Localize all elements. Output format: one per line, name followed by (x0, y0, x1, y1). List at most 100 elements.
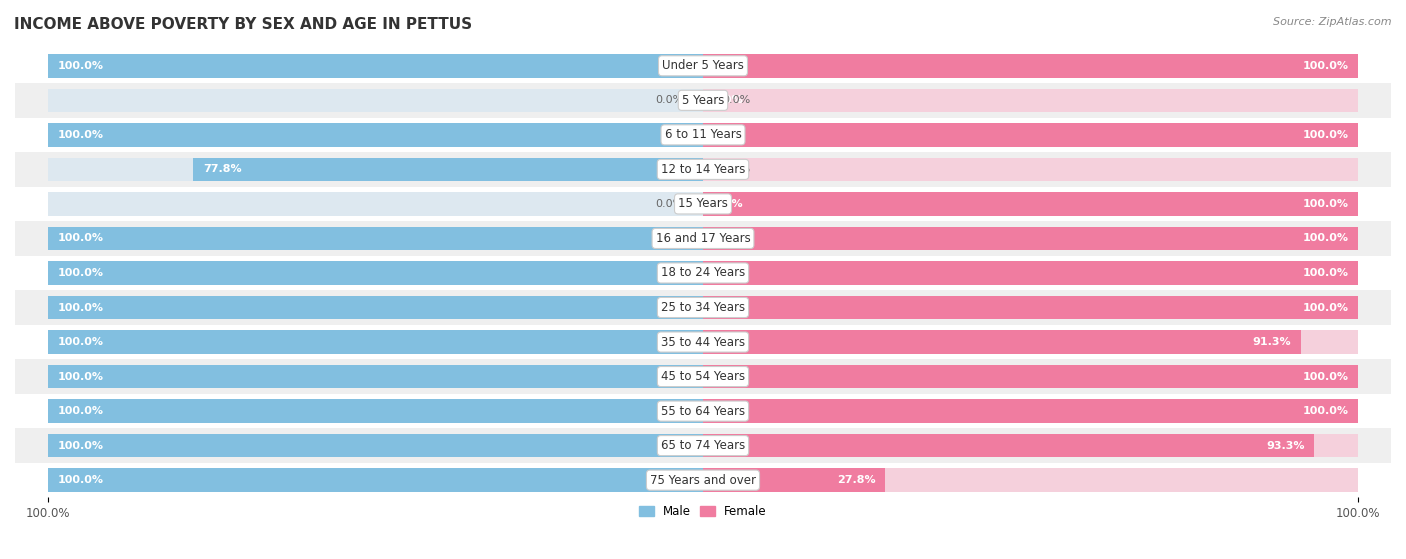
Bar (703, 261, 1358, 285)
Bar (703, 468, 886, 492)
Text: 100.0%: 100.0% (58, 337, 104, 347)
Bar (48, 330, 703, 354)
Legend: Male, Female: Male, Female (634, 500, 772, 523)
Bar (48, 227, 703, 250)
Text: Source: ZipAtlas.com: Source: ZipAtlas.com (1274, 17, 1392, 27)
Bar (48, 123, 703, 146)
Bar (703, 227, 1358, 250)
Text: 77.8%: 77.8% (202, 164, 242, 174)
Bar (703, 399, 1358, 423)
Text: 91.3%: 91.3% (1253, 337, 1291, 347)
Bar (48, 468, 703, 492)
Bar (703, 296, 1358, 319)
Bar (703, 54, 1358, 78)
Bar (703, 123, 1358, 146)
Bar (703, 123, 1358, 146)
Bar (48, 261, 703, 285)
Text: 100.0%: 100.0% (1302, 372, 1348, 382)
Bar (15, 187, 1391, 221)
Text: Under 5 Years: Under 5 Years (662, 59, 744, 72)
Bar (48, 54, 703, 78)
Text: 75 Years and over: 75 Years and over (650, 473, 756, 487)
Text: 18 to 24 Years: 18 to 24 Years (661, 267, 745, 280)
Bar (703, 192, 1358, 216)
Bar (48, 434, 703, 457)
Bar (48, 399, 703, 423)
Bar (703, 192, 1358, 216)
Bar (193, 158, 703, 181)
Text: 100.0%: 100.0% (1302, 268, 1348, 278)
Bar (15, 463, 1391, 498)
Bar (703, 434, 1315, 457)
Text: 100.0%: 100.0% (58, 440, 104, 451)
Bar (703, 399, 1358, 423)
Text: 100.0%: 100.0% (1302, 130, 1348, 140)
Text: 16 and 17 Years: 16 and 17 Years (655, 232, 751, 245)
Text: 0.0%: 0.0% (723, 96, 751, 105)
Text: 100.0%: 100.0% (1302, 61, 1348, 71)
Text: 100.0%: 100.0% (1302, 234, 1348, 244)
Text: 15 Years: 15 Years (678, 197, 728, 210)
Text: 6 to 11 Years: 6 to 11 Years (665, 129, 741, 141)
Text: 0.0%: 0.0% (655, 199, 683, 209)
Text: 100.0%: 100.0% (58, 130, 104, 140)
Text: 100.0%: 100.0% (58, 302, 104, 312)
Bar (703, 365, 1358, 389)
Bar (703, 54, 1358, 78)
Bar (48, 296, 703, 319)
Text: 0.0%: 0.0% (713, 96, 744, 105)
Text: 100.0%: 100.0% (1302, 199, 1348, 209)
Bar (48, 227, 703, 250)
Bar (703, 330, 1358, 354)
Text: 27.8%: 27.8% (837, 475, 876, 485)
Text: 100.0%: 100.0% (58, 234, 104, 244)
Bar (15, 394, 1391, 428)
Bar (48, 330, 703, 354)
Bar (48, 296, 703, 319)
Text: 35 to 44 Years: 35 to 44 Years (661, 335, 745, 348)
Bar (15, 117, 1391, 152)
Text: 0.0%: 0.0% (713, 199, 744, 209)
Text: 93.3%: 93.3% (1265, 440, 1305, 451)
Bar (15, 221, 1391, 255)
Bar (48, 88, 703, 112)
Bar (48, 123, 703, 146)
Text: 5 Years: 5 Years (682, 94, 724, 107)
Bar (703, 468, 1358, 492)
Bar (15, 290, 1391, 325)
Bar (703, 158, 1358, 181)
Bar (48, 192, 703, 216)
Bar (15, 49, 1391, 83)
Text: 100.0%: 100.0% (58, 268, 104, 278)
Text: 100.0%: 100.0% (1302, 406, 1348, 416)
Text: 100.0%: 100.0% (58, 475, 104, 485)
Text: 45 to 54 Years: 45 to 54 Years (661, 370, 745, 383)
Bar (48, 434, 703, 457)
Bar (48, 54, 703, 78)
Text: 100.0%: 100.0% (58, 372, 104, 382)
Bar (48, 468, 703, 492)
Bar (15, 359, 1391, 394)
Bar (48, 399, 703, 423)
Text: 0.0%: 0.0% (655, 96, 683, 105)
Bar (703, 261, 1358, 285)
Bar (48, 261, 703, 285)
Bar (15, 83, 1391, 117)
Text: 0.0%: 0.0% (723, 164, 751, 174)
Text: 100.0%: 100.0% (58, 406, 104, 416)
Bar (48, 365, 703, 389)
Bar (703, 365, 1358, 389)
Bar (48, 365, 703, 389)
Bar (15, 428, 1391, 463)
Text: 55 to 64 Years: 55 to 64 Years (661, 405, 745, 418)
Bar (703, 296, 1358, 319)
Bar (703, 434, 1358, 457)
Bar (15, 325, 1391, 359)
Text: 65 to 74 Years: 65 to 74 Years (661, 439, 745, 452)
Text: 100.0%: 100.0% (1302, 302, 1348, 312)
Bar (703, 330, 1301, 354)
Bar (15, 152, 1391, 187)
Text: 100.0%: 100.0% (58, 61, 104, 71)
Bar (15, 255, 1391, 290)
Text: 25 to 34 Years: 25 to 34 Years (661, 301, 745, 314)
